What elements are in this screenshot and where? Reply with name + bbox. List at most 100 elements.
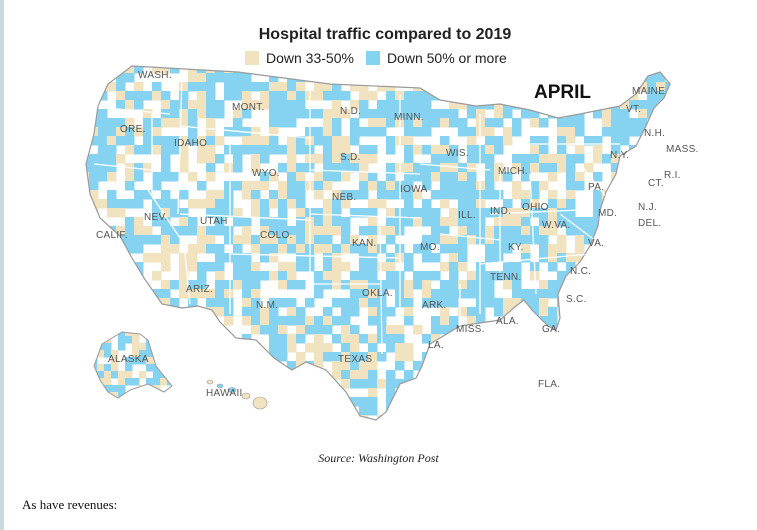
county-cell [539,415,549,420]
county-cell [386,370,396,380]
county-cell [449,406,459,416]
county-cell [575,217,585,227]
county-cell [422,73,432,83]
county-cell [539,361,549,371]
county-cell [512,181,522,191]
county-cell [98,118,108,128]
county-cell [404,163,414,173]
county-cell [167,336,172,344]
county-cell [629,190,639,200]
county-cell [314,280,324,290]
county-cell [530,343,540,353]
county-cell [260,181,270,191]
county-cell [647,316,657,326]
county-cell [161,226,171,236]
county-cell [179,388,189,398]
county-cell [224,181,234,191]
county-cell [278,100,288,110]
county-cell [530,289,540,299]
county-cell [422,181,432,191]
county-cell [629,154,639,164]
county-cell [575,397,585,407]
county-cell [287,343,297,353]
county-cell [431,82,441,92]
state-borders [93,73,621,355]
county-cell [377,109,387,119]
county-cell [530,199,540,209]
county-cell [314,190,324,200]
county-cell [503,172,513,182]
county-cell [296,262,306,272]
county-cell [503,136,513,146]
county-cell [107,136,117,146]
county-cell [296,334,306,344]
county-cell [161,136,171,146]
county-cell [647,271,657,281]
county-cell [503,370,513,380]
county-cell [170,361,180,371]
label-utah: UTAH [200,216,228,227]
county-cell [638,352,648,362]
county-cell [674,235,684,245]
county-cell [647,343,657,353]
county-cell [260,172,270,182]
county-cell [242,253,252,263]
county-cell [323,415,333,420]
county-cell [224,199,234,209]
county-cell [107,127,117,137]
county-cell [341,163,351,173]
county-cell [593,100,603,110]
county-cell [404,397,414,407]
county-cell [494,226,504,236]
county-cell [132,357,140,365]
county-cell [179,352,189,362]
county-cell [98,73,108,83]
county-cell [656,208,666,218]
county-cell [188,127,198,137]
county-cell [422,235,432,245]
county-cell [638,145,648,155]
label-tenn: TENN. [490,272,522,283]
county-cell [323,145,333,155]
county-cell [431,163,441,173]
county-cell [251,82,261,92]
county-cell [476,316,486,326]
county-cell [674,82,684,92]
county-cell [503,73,513,83]
county-cell [332,298,342,308]
county-cell [674,262,684,272]
county-cell [215,154,225,164]
county-cell [323,397,333,407]
county-cell [449,289,459,299]
county-cell [125,289,135,299]
county-cell [575,406,585,416]
county-cell [179,334,189,344]
county-cell [94,385,98,393]
county-cell [476,370,486,380]
county-cell [359,280,369,290]
county-cell [440,325,450,335]
label-calif: CALIF. [96,230,128,241]
county-cell [278,334,288,344]
county-cell [413,406,423,416]
county-cell [512,289,522,299]
county-cell [485,388,495,398]
county-cell [557,361,567,371]
county-cell [413,217,423,227]
alaska-outline [93,331,173,399]
county-cell [440,145,450,155]
county-cell [188,109,198,119]
county-cell [139,343,147,351]
county-cell [278,415,288,420]
county-cell [174,343,182,351]
county-cell [539,163,549,173]
county-cell [377,100,387,110]
county-cell [260,154,270,164]
county-cell [521,163,531,173]
county-cell [179,100,189,110]
county-cell [368,217,378,227]
county-cell [188,352,198,362]
county-cell [521,379,531,389]
county-cell [179,109,189,119]
county-cell [89,325,99,335]
